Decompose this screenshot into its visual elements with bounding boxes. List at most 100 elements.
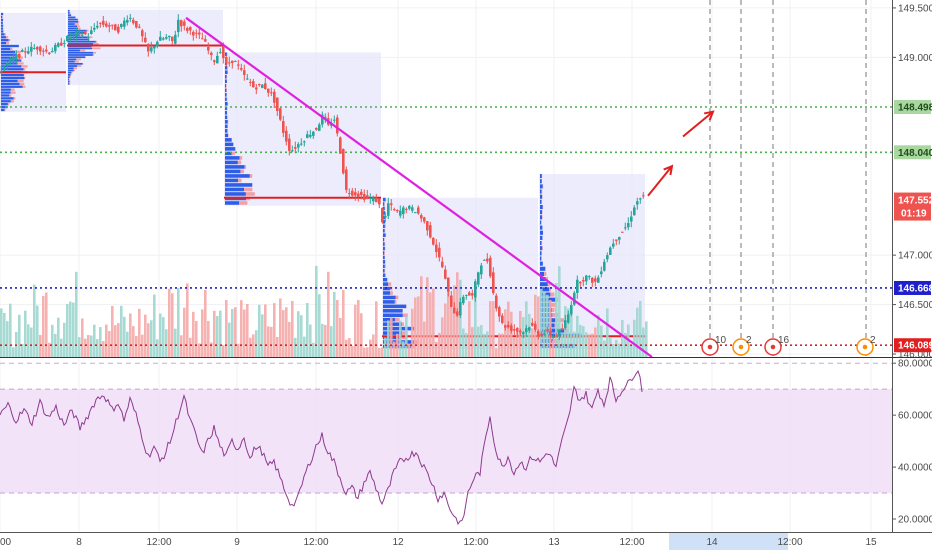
arrow-shaft [682, 110, 714, 138]
profile-row-up [540, 282, 548, 287]
candle-body [81, 34, 84, 36]
profile-row-up [383, 309, 403, 313]
event-marker[interactable]: 10 [701, 335, 727, 356]
profile-row-down [385, 197, 387, 202]
level-price-tag[interactable] [894, 280, 931, 295]
volume-bar [612, 344, 615, 357]
event-markers-layer[interactable]: 10 2 16 2 [701, 335, 876, 356]
volume-bar [453, 285, 456, 357]
level-price-tag-label: 148.040 [898, 148, 932, 159]
candle-body [495, 295, 498, 309]
candle-body [426, 221, 429, 231]
descending-trendline[interactable] [185, 16, 653, 358]
profile-row-up [540, 256, 542, 261]
candle-body [480, 265, 483, 275]
profile-row-up [225, 201, 240, 205]
volume-bar [138, 308, 141, 357]
volume-bar [180, 335, 183, 357]
candle-body [27, 51, 30, 54]
profile-row-up [383, 268, 385, 273]
horizontal-levels-layer[interactable] [0, 106, 892, 347]
profile-row-up [383, 233, 386, 237]
arrow-annotation[interactable] [647, 164, 674, 197]
profile-row-down [69, 80, 71, 83]
profile-row-down [541, 220, 542, 225]
volume-bar [447, 284, 450, 357]
candle-body [357, 193, 360, 197]
profile-row-down [552, 307, 555, 313]
volume-bar [288, 321, 291, 357]
profile-row-down [17, 62, 24, 65]
candle-body [72, 33, 75, 35]
profile-row-up [383, 237, 385, 242]
profile-row-down [15, 50, 21, 53]
level-price-tag[interactable] [894, 145, 931, 160]
level-price-tag[interactable] [894, 100, 931, 115]
volume-bar [240, 300, 243, 357]
volume-bar [390, 317, 393, 357]
volume-bar [135, 336, 138, 357]
volume-bar [357, 299, 360, 357]
volume-bar [591, 333, 594, 357]
time-scale[interactable]: 00 8 12:00 9 12:00 12 12:00 13 12:00 14 12:00 15 [0, 532, 932, 550]
level-price-tag[interactable] [894, 338, 931, 353]
profile-row-up [225, 192, 246, 196]
event-marker[interactable]: 16 [764, 335, 790, 356]
volume-bar [621, 319, 624, 357]
profile-row-down [237, 160, 242, 165]
volume-bar [222, 345, 225, 357]
price-tick-label: 147.000 [898, 251, 932, 262]
event-marker[interactable]: 2 [856, 335, 876, 356]
volume-bar [228, 322, 231, 357]
profile-row-up [68, 14, 72, 17]
profile-row-up [225, 120, 228, 124]
candle-body [402, 207, 405, 215]
candle-body [96, 25, 99, 28]
profile-row-down [249, 174, 253, 178]
profile-row-down [7, 103, 10, 106]
profile-row-down [24, 76, 26, 80]
volume-bar [507, 301, 510, 357]
trendline-layer[interactable] [185, 16, 653, 358]
profile-row-up [540, 261, 543, 266]
profile-row-up [68, 56, 86, 59]
oscillator-tick-label: 20.0000 [898, 515, 932, 526]
candle-body [183, 21, 186, 26]
profile-row-up [540, 225, 543, 230]
volume-bar [471, 327, 474, 357]
volume-bar [504, 309, 507, 357]
profile-row-up [1, 56, 18, 59]
candle-body [198, 32, 201, 35]
price-scale[interactable]: 149.500 149.000 147.000 146.500 146.00080.00… [892, 0, 932, 532]
profile-row-up [68, 67, 74, 70]
profile-row-up [383, 277, 388, 282]
profile-row-up [68, 36, 88, 39]
candle-body [444, 269, 447, 279]
profile-row-up [225, 92, 227, 97]
profile-row-up [1, 73, 24, 77]
current-price-tag[interactable] [894, 192, 931, 221]
volume-bar [405, 316, 408, 357]
oscillator-panel [0, 362, 892, 526]
arrow-annotation[interactable] [682, 110, 715, 138]
profile-row-down [235, 147, 236, 151]
volume-bar [141, 334, 144, 357]
event-marker[interactable]: 2 [732, 335, 752, 356]
volume-bar [177, 287, 180, 357]
candle-body [642, 195, 645, 197]
profile-row-up [1, 44, 19, 48]
time-scale-selection[interactable] [669, 533, 788, 550]
profile-row-down [547, 282, 551, 287]
level-price-tag-label: 146.089 [898, 341, 932, 352]
candle-body [264, 83, 267, 89]
profile-row-up [68, 69, 74, 72]
candle-body [333, 119, 336, 121]
arrow-annotations[interactable] [647, 110, 715, 197]
time-tick-label: 15 [865, 537, 877, 548]
volume-bar [486, 331, 489, 357]
candle-body [477, 272, 480, 285]
volume-bar [198, 343, 201, 357]
candlestick-series[interactable] [0, 13, 645, 341]
candle-body [375, 198, 378, 203]
